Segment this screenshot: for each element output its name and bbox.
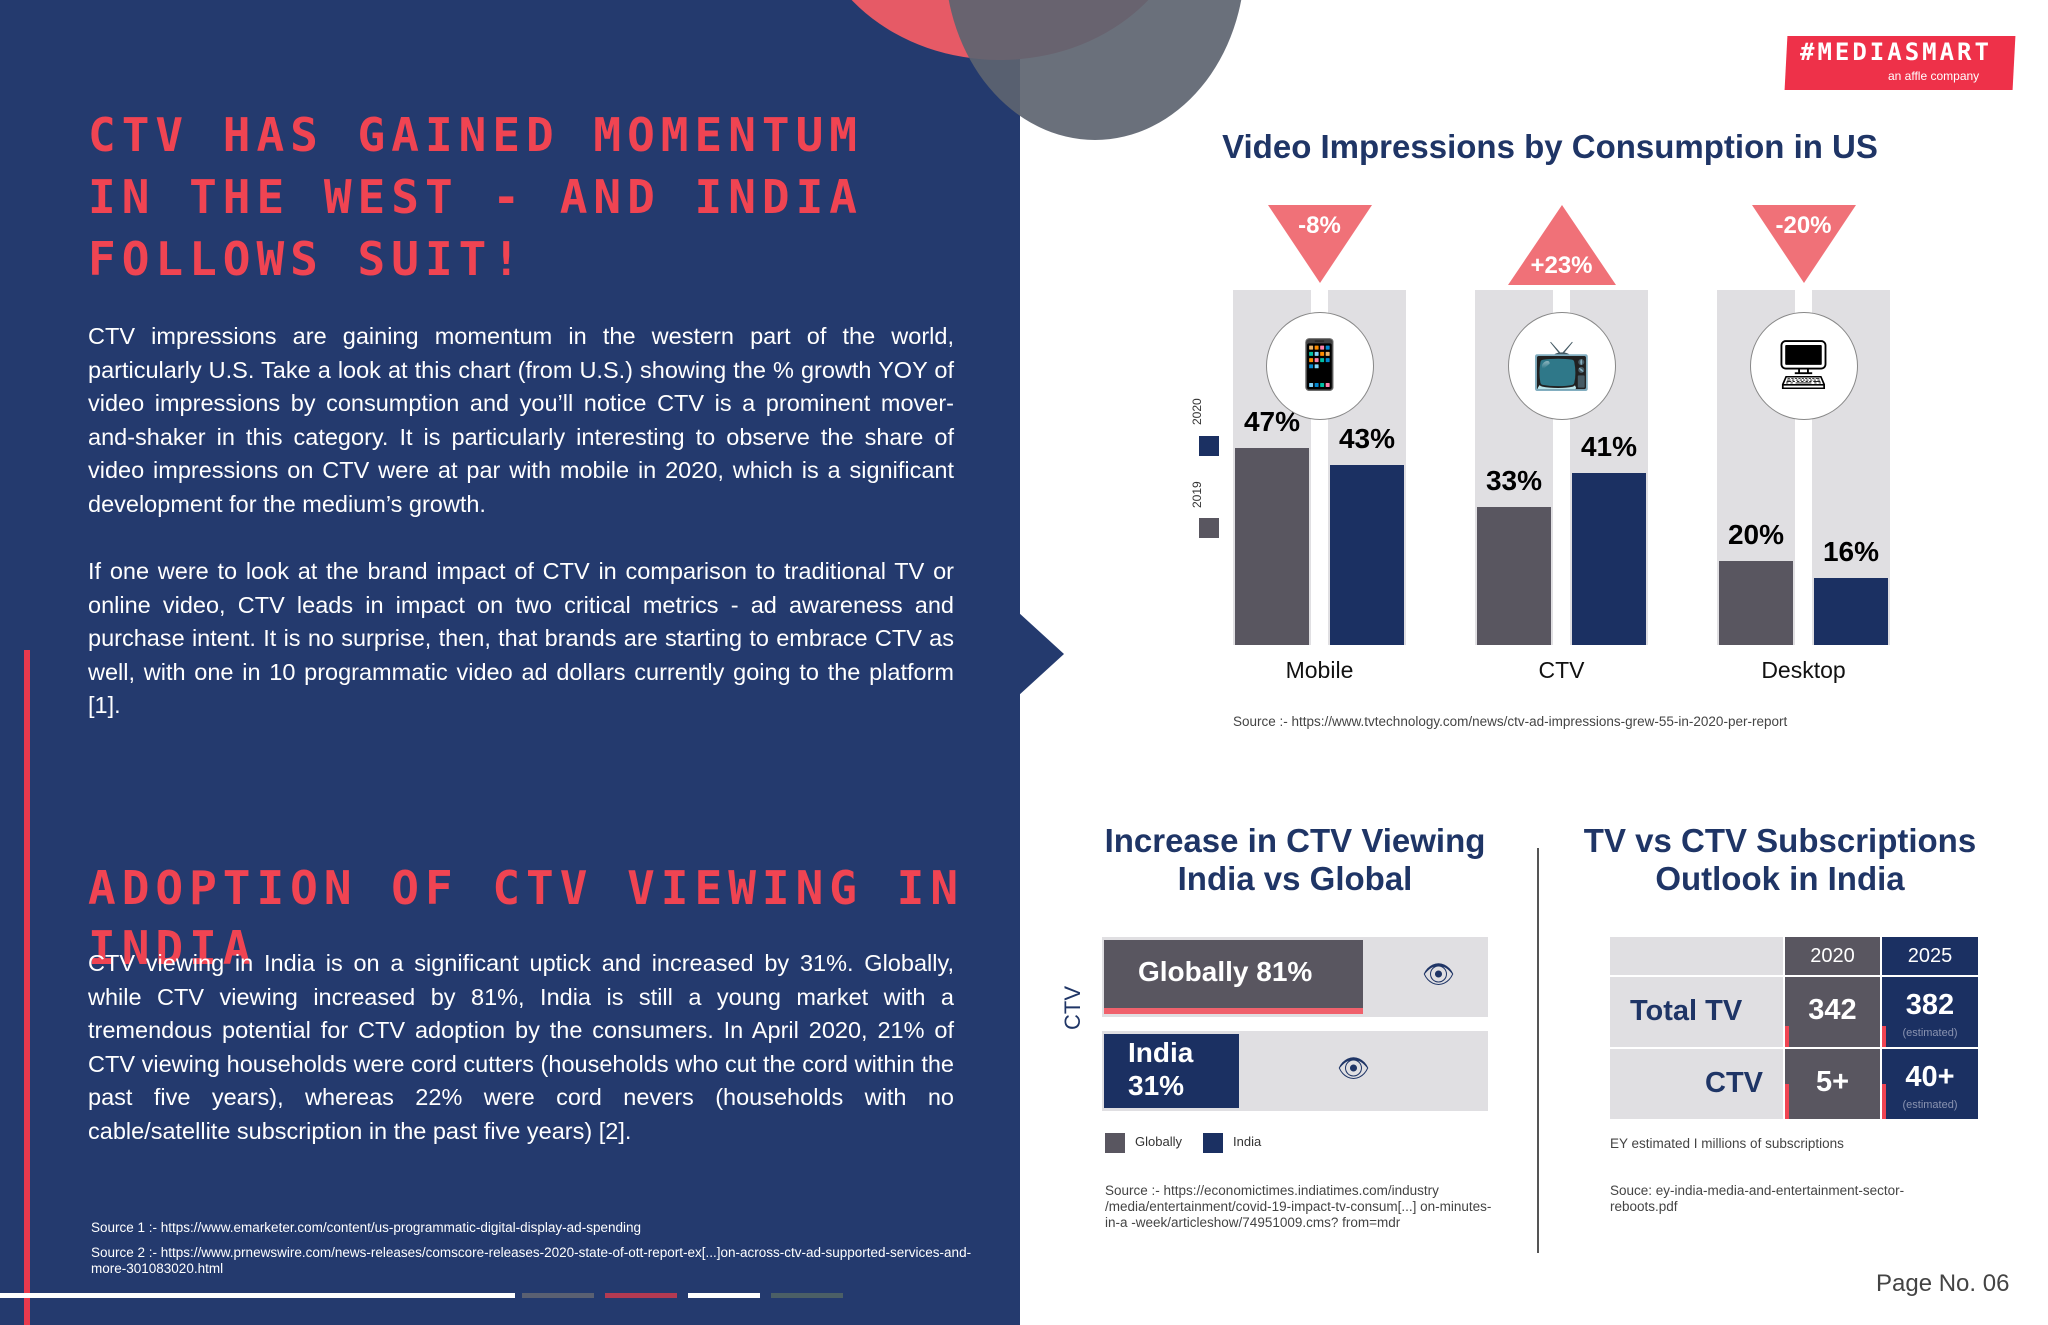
chart-source-3: Souce: ey-india-media-and-entertainment-… [1610,1183,1905,1214]
legend-label-globally: Globally [1135,1134,1182,1149]
legend-label-2020: 2020 [1190,398,1204,425]
bottom-bar-segment [605,1293,677,1298]
table-row: CTV [1610,1049,1783,1119]
cell-estimated-note: (estimated) [1902,1099,1958,1111]
chart-divider [1537,848,1539,1253]
cell-ctv-2020: 5+ [1815,1066,1850,1098]
table-footnote: EY estimated I millions of subscriptions [1610,1136,1844,1151]
cell-total-tv-2020: 342 [1808,994,1857,1026]
bar-india [1104,1034,1240,1108]
chart-source-2: Source :- https://economictimes.indiatim… [1105,1183,1492,1230]
table-header-2025: 2025 [1882,937,1978,975]
table-cell: 40+ (estimated) [1882,1049,1978,1119]
paragraph-brand-impact: If one were to look at the brand impact … [88,558,954,718]
table-header-2020: 2020 [1785,937,1880,975]
television-icon: 📺 [1507,312,1616,420]
chart-title-video-impressions: Video Impressions by Consumption in US [1222,128,1878,165]
bottom-bar-segment [0,1293,515,1298]
bar-label: India 31% [1128,1037,1194,1101]
change-triangle [1507,205,1616,285]
cell-total-tv-2025: 382 [1905,989,1955,1021]
chart-title-subscriptions: TV vs CTV Subscriptions Outlook in India [1583,822,1977,897]
change-label: -8% [1298,212,1341,239]
bar-desktop-2019 [1719,561,1793,645]
category-label: Desktop [1761,657,1846,683]
legend-label-2019: 2019 [1190,481,1204,508]
decor-red-line [24,650,30,1325]
bar-ctv-2019 [1477,506,1551,645]
axis-label-ctv: CTV [1060,986,1085,1030]
desktop-computer-icon: 🖥 [1749,312,1858,420]
bottom-bar-segment [771,1293,843,1298]
table-cell: 382 (estimated) [1882,977,1978,1047]
cell-accent [1785,1049,1789,1119]
paragraph-ctv-impressions: CTV impressions are gaining momentum in … [88,323,954,517]
source-1: Source 1 :- https://www.emarketer.com/co… [91,1220,641,1235]
left-panel [0,0,1020,1325]
row-label-total-tv: Total TV [1630,995,1743,1027]
change-label: +23% [1530,252,1593,279]
bar-desktop-2020 [1814,577,1888,645]
eye-icon: 👁 [1422,959,1456,989]
cell-accent [1882,1049,1886,1119]
legend-swatch-globally [1105,1133,1125,1153]
bottom-bar-segment [522,1293,594,1298]
table-header-blank [1610,937,1783,975]
data-label: 41% [1580,431,1638,463]
logo-text: #MEDIASMART [1800,38,1992,66]
subscriptions-table: 2020 2025 Total TV 342 382 (estimated) C… [1610,937,1978,1127]
bar-mobile-2020 [1330,464,1404,645]
data-label: 16% [1822,535,1880,567]
change-triangle [1267,205,1372,283]
cell-accent [1882,977,1886,1047]
legend-label-india: India [1233,1134,1262,1149]
change-triangle [1751,205,1856,283]
change-label: -20% [1775,212,1832,239]
data-label: 20% [1727,519,1785,551]
row-label-ctv: CTV [1705,1067,1763,1099]
bar-accent [1104,1008,1363,1014]
chart-source-1: Source :- https://www.tvtechnology.com/n… [1233,714,1788,729]
source-2: Source 2 :- https://www.prnewswire.com/n… [91,1245,972,1276]
legend-swatch-india [1203,1133,1223,1153]
table-cell: 342 [1785,977,1880,1047]
table-row: Total TV [1610,977,1783,1047]
bottom-bar-segment [688,1293,760,1298]
bar-ctv-2020 [1572,473,1646,645]
smartphone-icon: 📱 [1265,312,1374,420]
data-label: 43% [1338,422,1396,454]
chart-title-ctv-viewing: Increase in CTV Viewing India vs Global [1104,822,1486,897]
legend-swatch-2020 [1199,436,1219,456]
table-cell: 5+ [1785,1049,1880,1119]
eye-icon: 👁 [1337,1053,1371,1083]
category-label: Mobile [1285,657,1354,683]
category-label: CTV [1538,657,1585,683]
headline-adoption-india: ADOPTION OF CTV VIEWING IN INDIA [88,861,965,975]
legend-swatch-2019 [1199,518,1219,538]
paragraph-india-viewing: CTV viewing in India is on a significant… [88,950,954,1144]
cell-accent [1785,977,1789,1047]
cell-ctv-2025: 40+ [1905,1061,1955,1093]
data-label: 33% [1485,464,1543,496]
bar-globally [1104,940,1363,1014]
headline-ctv-momentum: CTV HAS GAINED MOMENTUM IN THE WEST - AN… [88,108,863,286]
cell-estimated-note: (estimated) [1902,1027,1958,1039]
logo-subtext: an affle company [1888,69,1980,83]
page-number: Page No. 06 [1876,1270,2010,1297]
bar-mobile-2019 [1235,448,1309,645]
panel-arrow [1018,612,1064,696]
bar-label: Globally 81% [1138,956,1313,987]
